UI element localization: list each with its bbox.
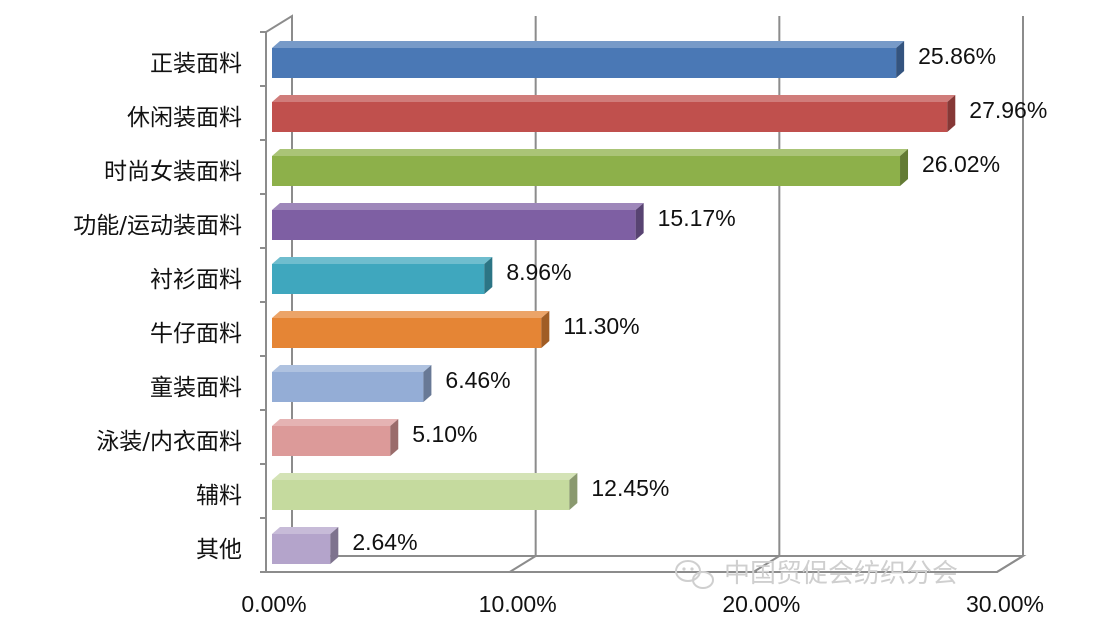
category-label: 衬衫面料 [150,267,242,293]
bar-end [423,365,432,402]
bars [272,41,956,564]
bar-front [272,426,391,456]
gridline-diagonal [509,555,537,573]
bar-4 [272,203,644,240]
bar-front [272,156,901,186]
bar-front [272,534,331,564]
category-label: 辅料 [196,483,242,509]
bar-7 [272,365,432,402]
bar-2 [272,95,956,132]
value-label: 11.30% [563,313,639,339]
value-label: 25.86% [918,43,996,69]
bar-front [272,318,542,348]
wechat-icon [675,560,714,589]
bar-top [272,257,493,264]
bar-top [272,365,432,372]
bar-top [272,41,905,48]
x-tick-label: 20.00% [722,591,800,617]
bar-8 [272,419,399,456]
bar-top [272,311,550,318]
gridline-diagonal [996,555,1024,573]
category-label: 正装面料 [150,51,242,77]
bar-front [272,372,424,402]
gridline-diagonal [752,555,780,573]
value-label: 6.46% [445,367,510,393]
bar-end [635,203,644,240]
x-tick-label: 0.00% [241,591,306,617]
category-label: 其他 [196,537,242,563]
bar-front [272,210,636,240]
bar-10 [272,527,339,564]
bar-top [272,473,578,480]
bar-end [896,41,905,78]
value-label: 2.64% [352,529,417,555]
bar-front [272,264,485,294]
bar-end [569,473,578,510]
value-label: 27.96% [969,97,1047,123]
value-label: 26.02% [922,151,1000,177]
category-label: 时尚女装面料 [104,159,242,185]
bar-front [272,48,897,78]
bar-top [272,149,909,156]
labels: 0.00% 10.00% 20.00% 30.00% 正装面料 25.86% 休闲装面料 27… [73,43,1047,617]
bar-front [272,480,570,510]
bar-end [900,149,909,186]
bar-top [272,203,644,210]
value-label: 12.45% [591,475,669,501]
category-label: 功能/运动装面料 [73,213,242,239]
watermark: 中国贸促会纺织分会 [675,559,958,589]
value-label: 15.17% [658,205,736,231]
bar-end [541,311,550,348]
bar-end [947,95,956,132]
bar-top [272,527,339,534]
value-label: 8.96% [506,259,571,285]
category-label: 童装面料 [150,375,242,401]
x-tick-label: 10.00% [479,591,557,617]
bar-end [330,527,339,564]
bar-3 [272,149,909,186]
bar-front [272,102,948,132]
category-label: 泳装/内衣面料 [96,429,242,455]
bar-top [272,95,956,102]
bar-end [390,419,399,456]
bar-end [484,257,493,294]
bar-5 [272,257,493,294]
x-tick-label: 30.00% [966,591,1044,617]
watermark-text: 中国贸促会纺织分会 [724,559,958,589]
bar-1 [272,41,905,78]
category-label: 牛仔面料 [150,321,242,347]
category-label: 休闲装面料 [127,105,242,131]
bar-9 [272,473,578,510]
value-label: 5.10% [412,421,477,447]
bar-6 [272,311,550,348]
bar-top [272,419,399,426]
